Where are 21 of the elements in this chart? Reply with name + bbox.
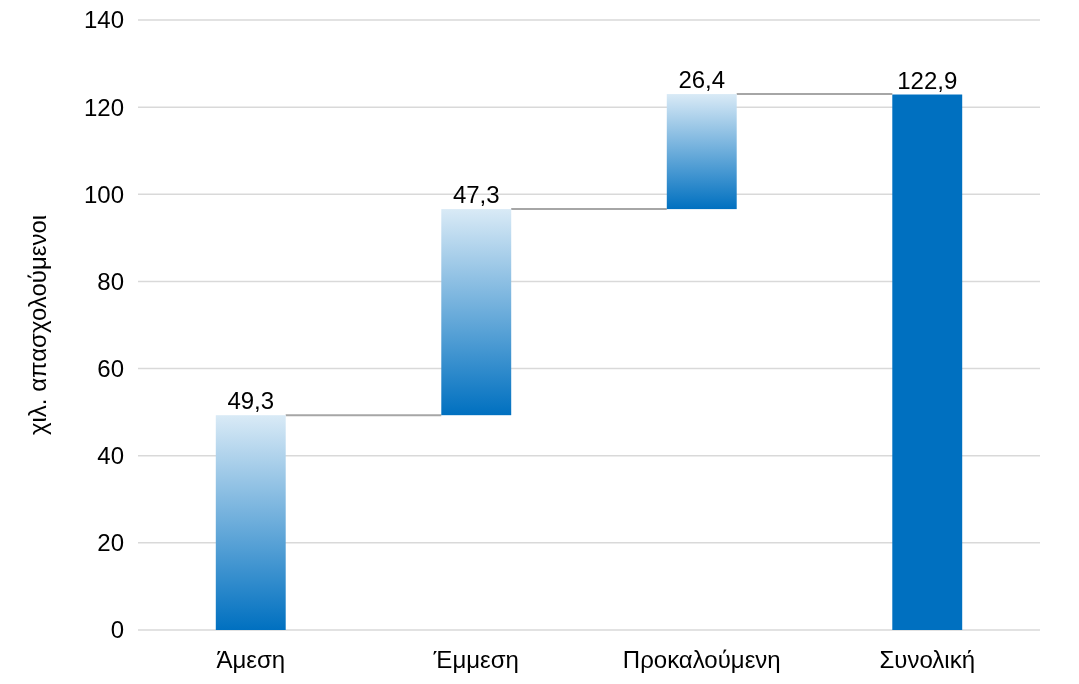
x-tick-label: Συνολική xyxy=(879,646,976,673)
bar xyxy=(441,209,512,416)
data-label: 122,9 xyxy=(897,66,958,94)
x-tick-label: Άμεση xyxy=(216,646,286,673)
bar xyxy=(892,94,963,630)
y-tick-label: 140 xyxy=(83,6,124,34)
data-label: 47,3 xyxy=(452,181,500,209)
y-tick-label: 40 xyxy=(97,442,124,470)
data-label: 26,4 xyxy=(678,66,726,94)
y-tick-label: 100 xyxy=(83,180,124,208)
bar xyxy=(215,415,286,630)
x-tick-label: Έμμεση xyxy=(432,646,519,673)
y-tick-label: 120 xyxy=(83,93,124,121)
y-tick-label: 60 xyxy=(97,354,124,382)
bar xyxy=(666,94,737,210)
y-axis-title: χιλ. απασχολούμενοι xyxy=(24,214,51,436)
y-tick-label: 80 xyxy=(97,267,124,295)
data-label: 49,3 xyxy=(227,387,275,415)
y-tick-label: 20 xyxy=(97,529,124,557)
y-tick-label: 0 xyxy=(110,616,124,644)
x-tick-label: Προκαλούμενη xyxy=(622,646,781,673)
